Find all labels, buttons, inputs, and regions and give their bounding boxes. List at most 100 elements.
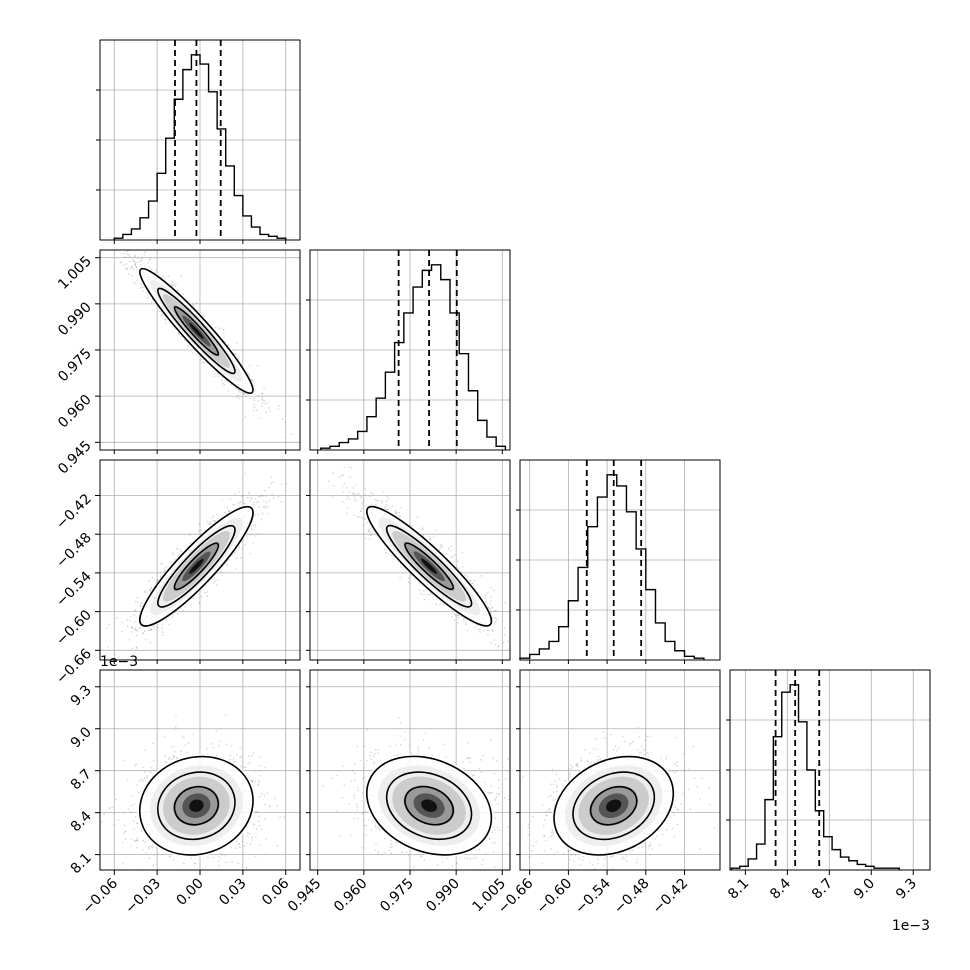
scatter-point (249, 533, 252, 536)
scatter-point (123, 244, 125, 246)
scatter-point (247, 496, 249, 499)
scatter-point (133, 260, 135, 262)
scatter-point (457, 617, 460, 619)
scatter-point (290, 433, 293, 436)
scatter-point (128, 639, 131, 641)
scatter-point (353, 495, 356, 497)
scatter-point (464, 574, 467, 576)
scatter-point (284, 421, 286, 424)
scatter-point (244, 396, 247, 398)
scatter-point (156, 579, 159, 582)
scatter-point (118, 247, 120, 249)
scatter-point (170, 283, 173, 286)
scatter-point (133, 282, 136, 284)
scatter-point (266, 505, 269, 507)
scatter-point (137, 257, 140, 260)
scatter-point (338, 476, 340, 478)
scatter-point (411, 524, 414, 527)
scatter-point (364, 494, 367, 497)
axes-frame (729, 669, 931, 871)
scatter-point (170, 746, 173, 748)
scatter-point (439, 547, 441, 550)
scatter-point (463, 619, 465, 622)
scatter-point (136, 647, 138, 649)
scatter-point (130, 615, 132, 618)
scatter-point (490, 641, 493, 644)
scatter-point (285, 482, 287, 485)
scatter-point (233, 761, 236, 763)
scatter-point (192, 597, 195, 599)
scatter-point (260, 495, 263, 497)
scatter-point (363, 504, 365, 507)
scatter-point (235, 872, 237, 874)
scatter-point (197, 530, 200, 532)
scatter-point (503, 634, 506, 636)
scatter-point (192, 733, 195, 736)
scatter-point (356, 516, 359, 518)
scatter-point (399, 576, 401, 579)
scatter-point (153, 627, 156, 629)
scatter-point (493, 623, 496, 625)
scatter-point (487, 634, 489, 636)
scatter-point (137, 601, 139, 603)
scatter-point (360, 510, 362, 512)
scatter-point (374, 498, 376, 501)
scatter-point (346, 497, 348, 500)
scatter-point (513, 634, 515, 636)
scatter-point (161, 627, 163, 630)
scatter-point (462, 566, 464, 568)
scatter-point (264, 489, 266, 492)
scatter-point (382, 491, 384, 493)
scatter-point (223, 336, 225, 338)
scatter-point (506, 640, 509, 643)
scatter-point (255, 836, 257, 839)
scatter-point (131, 626, 133, 629)
scatter-point (128, 256, 131, 258)
scatter-point (265, 495, 267, 497)
scatter-point (252, 503, 255, 506)
scatter-point (121, 621, 124, 624)
scatter-point (149, 845, 152, 847)
scatter-point (169, 561, 172, 564)
scatter-point (130, 838, 133, 840)
scatter-point (264, 403, 266, 405)
scatter-point (352, 487, 355, 489)
scatter-point (192, 352, 194, 354)
scatter-point (461, 551, 464, 554)
scatter-point (458, 567, 460, 570)
scatter-point (268, 500, 271, 502)
scatter-point (143, 591, 146, 593)
scatter-point (195, 302, 198, 305)
scatter-point (177, 555, 179, 557)
scatter-point (372, 530, 374, 532)
scatter-point (109, 806, 111, 809)
scatter-point (395, 511, 397, 513)
scatter-point (249, 552, 252, 555)
scatter-point (227, 344, 230, 346)
scatter-point (228, 510, 231, 513)
scatter-point (234, 550, 236, 553)
contour-line (139, 505, 254, 627)
scatter-point (340, 474, 343, 477)
scatter-point (513, 615, 515, 617)
scatter-point (138, 261, 140, 264)
scatter-point (490, 603, 492, 606)
scatter-point (203, 315, 206, 317)
scatter-point (494, 643, 497, 646)
scatter-point (139, 287, 142, 289)
scatter-point (213, 515, 215, 517)
contour-line (157, 524, 236, 608)
scatter-point (263, 499, 265, 502)
scatter-point (243, 392, 246, 395)
scatter-point (345, 512, 348, 514)
pair-panel-0-3 (99, 669, 301, 874)
scatter-point (250, 525, 253, 528)
pair-content (118, 244, 293, 439)
scatter-point (251, 497, 254, 499)
scatter-point (152, 864, 154, 866)
density-level (421, 558, 438, 574)
scatter-point (263, 506, 265, 509)
scatter-point (131, 627, 133, 629)
scatter-point (257, 365, 259, 367)
scatter-point (257, 533, 259, 535)
